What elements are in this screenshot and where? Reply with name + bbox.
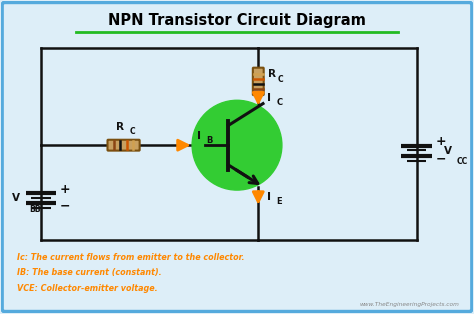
Text: R: R: [268, 69, 276, 79]
Text: V: V: [444, 146, 452, 156]
Text: B: B: [206, 136, 212, 145]
FancyBboxPatch shape: [108, 140, 140, 151]
FancyBboxPatch shape: [2, 3, 472, 311]
Text: I: I: [197, 131, 201, 141]
Text: www.TheEngineeringProjects.com: www.TheEngineeringProjects.com: [359, 302, 459, 307]
Text: IB: The base current (constant).: IB: The base current (constant).: [17, 268, 162, 277]
Text: +: +: [436, 135, 446, 149]
Text: −: −: [436, 152, 446, 165]
Text: VCE: Collector-emitter voltage.: VCE: Collector-emitter voltage.: [17, 284, 158, 293]
Text: E: E: [276, 198, 282, 206]
Text: C: C: [129, 127, 135, 136]
Text: BB: BB: [29, 205, 41, 214]
Text: I: I: [267, 93, 271, 103]
Text: V: V: [12, 193, 20, 203]
Text: R: R: [116, 122, 124, 132]
Text: +: +: [60, 183, 71, 196]
Text: C: C: [278, 74, 284, 84]
Text: Ic: The current flows from emitter to the collector.: Ic: The current flows from emitter to th…: [17, 253, 245, 262]
Text: C: C: [276, 98, 283, 107]
Text: CC: CC: [456, 157, 467, 166]
Text: NPN Transistor Circuit Diagram: NPN Transistor Circuit Diagram: [108, 14, 366, 28]
FancyBboxPatch shape: [253, 68, 264, 95]
Text: −: −: [60, 200, 70, 213]
Text: I: I: [267, 192, 271, 202]
Circle shape: [192, 100, 282, 190]
